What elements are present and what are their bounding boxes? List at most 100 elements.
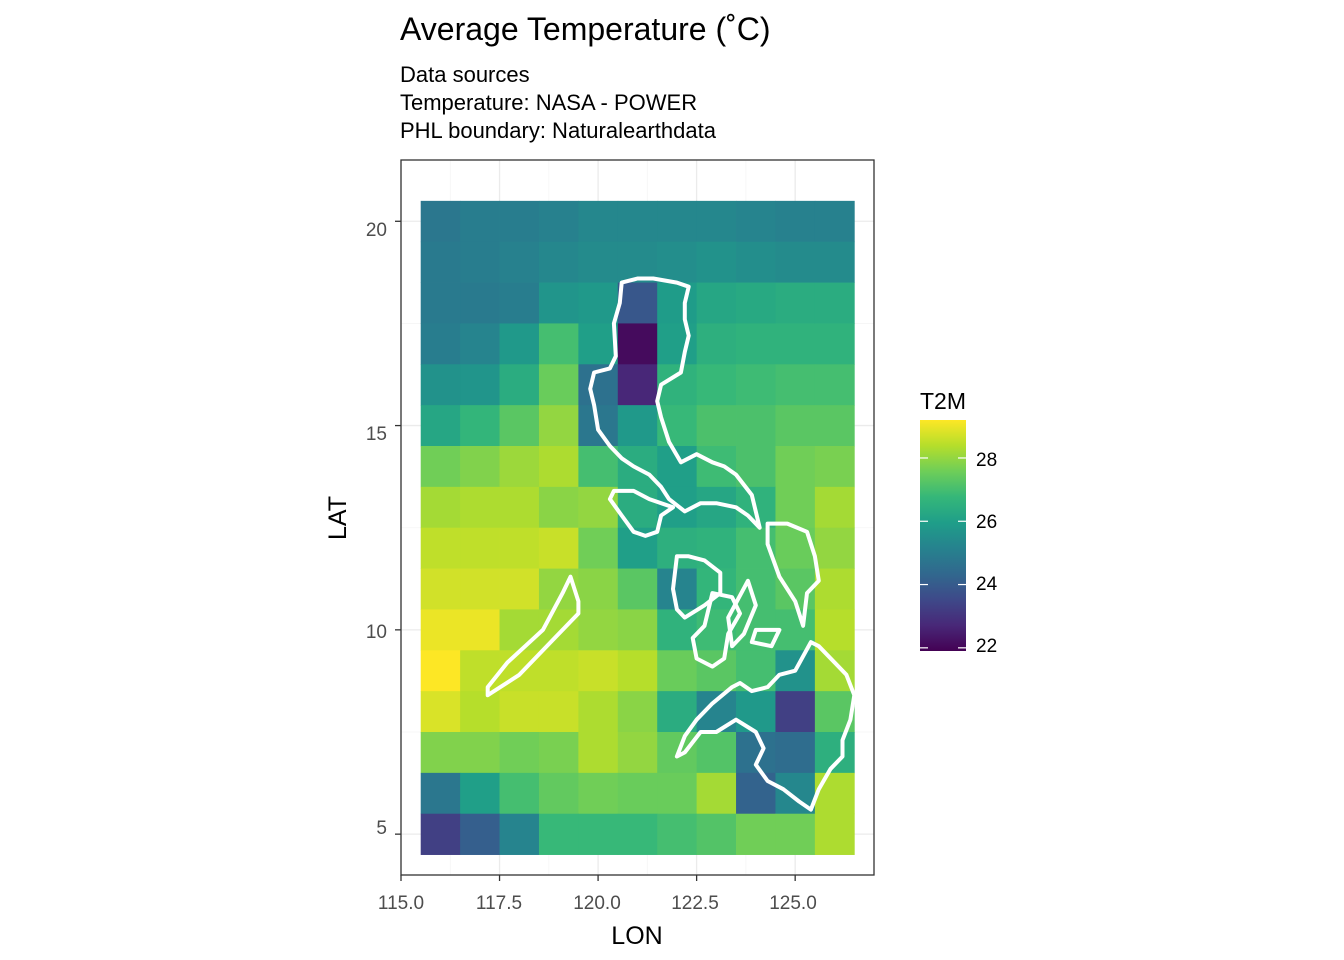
- heatmap-cell: [617, 609, 658, 651]
- heatmap-cell: [696, 364, 737, 406]
- y-tick-label: 20: [366, 220, 387, 241]
- heatmap-cell: [814, 282, 855, 324]
- heatmap-cell: [696, 200, 737, 243]
- heatmap-cell: [460, 527, 500, 569]
- heatmap-cell: [814, 405, 855, 447]
- heatmap-cell: [420, 813, 461, 855]
- heatmap-cell: [617, 200, 658, 243]
- heatmap-cell: [814, 486, 855, 529]
- subtitle-line-1: Data sources: [400, 62, 530, 87]
- heatmap-cell: [696, 527, 737, 569]
- heatmap-cell: [499, 691, 540, 733]
- heatmap-cell: [460, 446, 500, 488]
- heatmap-cell: [657, 772, 698, 815]
- heatmap-cell: [696, 446, 737, 488]
- heatmap-cell: [420, 446, 461, 488]
- heatmap-cell: [460, 813, 500, 855]
- heatmap-cell: [578, 568, 619, 610]
- x-tick-label: 122.5: [671, 893, 719, 914]
- heatmap-cell: [617, 282, 658, 324]
- plot-panel: [400, 159, 875, 876]
- heatmap-cell: [420, 405, 461, 447]
- heatmap-cell: [736, 405, 776, 447]
- island-outline: [588, 276, 762, 530]
- legend-label: 26: [976, 512, 997, 533]
- heatmap-cell: [420, 364, 461, 406]
- heatmap-cell: [420, 691, 461, 733]
- legend-ticks: [920, 457, 966, 649]
- heatmap-cell: [499, 200, 540, 243]
- heatmap-cell: [578, 323, 619, 365]
- boundary-outline: [485, 276, 857, 812]
- heatmap-cell: [775, 282, 816, 324]
- heatmap-cell: [696, 568, 737, 610]
- heatmap-cell: [578, 282, 619, 324]
- heatmap-cell: [775, 732, 816, 774]
- heatmap-cell: [657, 241, 698, 283]
- heatmap-cell: [736, 691, 776, 733]
- heatmap-cell: [420, 323, 461, 365]
- heatmap-cell: [696, 813, 737, 855]
- heatmap-cell: [499, 568, 540, 610]
- heatmap-cell: [775, 364, 816, 406]
- heatmap-cell: [420, 609, 461, 651]
- legend-label: 28: [976, 450, 997, 471]
- heatmap-cell: [775, 200, 816, 243]
- heatmap-cell: [538, 200, 579, 243]
- heatmap-cell: [657, 813, 698, 855]
- heatmap-cell: [538, 323, 579, 365]
- heatmap-cell: [499, 486, 540, 529]
- heatmap-cell: [578, 732, 619, 774]
- island-outline: [607, 488, 675, 538]
- heatmap-cell: [420, 486, 461, 529]
- heatmap-cell: [460, 568, 500, 610]
- heatmap-cell: [814, 813, 855, 855]
- heatmap-cell: [420, 527, 461, 569]
- chart-title: Average Temperature (˚C): [400, 11, 771, 47]
- y-tick-label: 5: [376, 818, 387, 839]
- heatmap-cell: [499, 282, 540, 324]
- heatmap-cell: [420, 568, 461, 610]
- heatmap-cell: [538, 446, 579, 488]
- heatmap-cell: [499, 405, 540, 447]
- heatmap-cell: [736, 813, 776, 855]
- heatmap-cell: [617, 732, 658, 774]
- heatmap-cell: [696, 282, 737, 324]
- heatmap-cell: [538, 813, 579, 855]
- heatmap-cell: [499, 609, 540, 651]
- heatmap-cell: [499, 732, 540, 774]
- heatmap-cell: [657, 323, 698, 365]
- heatmap-cell: [538, 732, 579, 774]
- heatmap-cell: [578, 691, 619, 733]
- heatmap-cell: [775, 813, 816, 855]
- subtitle-line-3: PHL boundary: Naturalearthdata: [400, 118, 717, 143]
- heatmap-cell: [775, 405, 816, 447]
- heatmap-cell: [814, 650, 855, 692]
- heatmap-cell: [499, 364, 540, 406]
- heatmap-cell: [617, 323, 658, 365]
- heatmap-cell: [460, 609, 500, 651]
- heatmap-cell: [814, 609, 855, 651]
- legend-label: 24: [976, 574, 998, 595]
- heatmap-cell: [538, 405, 579, 447]
- heatmap-cell: [538, 364, 579, 406]
- heatmap-cell: [696, 772, 737, 815]
- y-axis-title: LAT: [324, 496, 352, 540]
- heatmap-cell: [775, 446, 816, 488]
- heatmap-cell: [578, 527, 619, 569]
- heatmap-cell: [499, 241, 540, 283]
- heatmap-cell: [499, 813, 540, 855]
- heatmap-cell: [657, 200, 698, 243]
- heatmap-cell: [736, 241, 776, 283]
- heatmap-cell: [814, 323, 855, 365]
- heatmap-cell: [460, 364, 500, 406]
- heatmap-cell: [657, 282, 698, 324]
- heatmap-cell: [814, 200, 855, 243]
- heatmap-cell: [460, 405, 500, 447]
- heatmap-cell: [617, 691, 658, 733]
- heatmap-cell: [420, 241, 461, 283]
- heatmap-cell: [538, 282, 579, 324]
- heatmap-cell: [696, 650, 737, 692]
- heatmap-cell: [420, 650, 461, 692]
